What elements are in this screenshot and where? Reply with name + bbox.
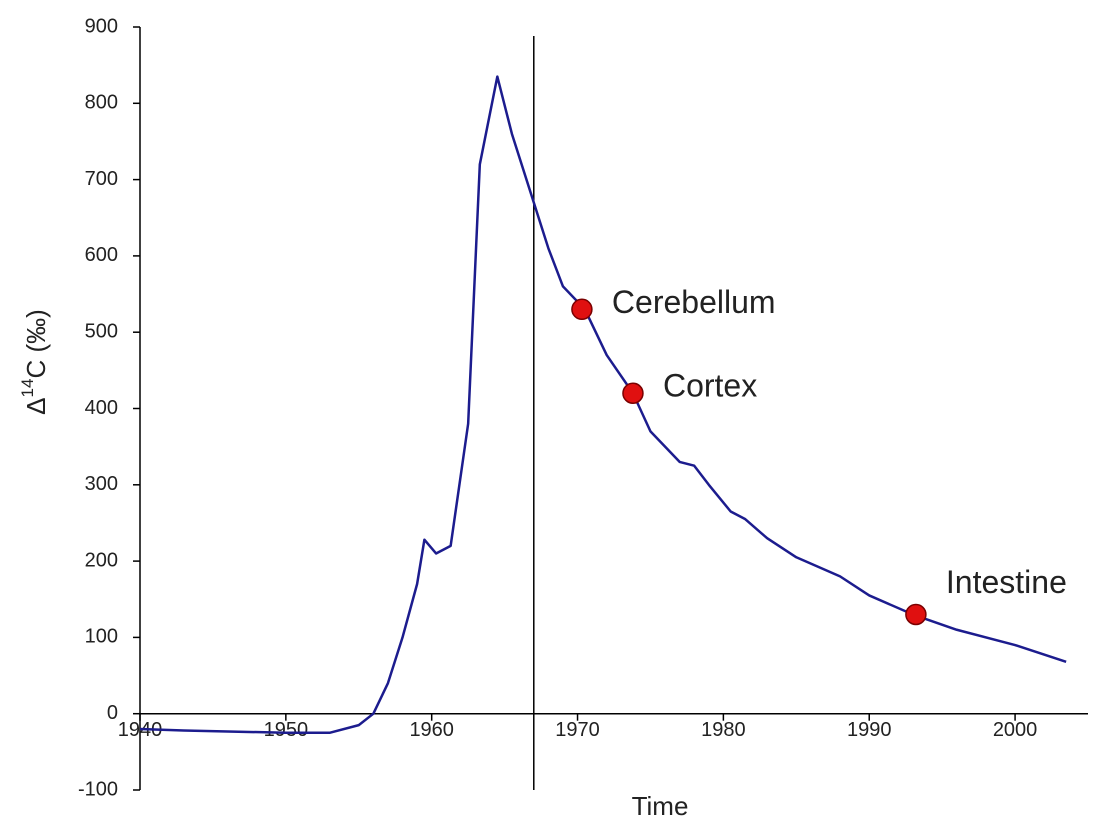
y-tick-label: 100 (85, 626, 118, 648)
x-tick-label: 1970 (555, 719, 600, 741)
y-tick-label: 400 (85, 397, 118, 419)
y-tick-label: 300 (85, 473, 118, 495)
data-line (139, 75, 1067, 735)
sample-marker (905, 603, 927, 626)
y-label-prefix: Δ (21, 397, 51, 414)
annotation: Intestine (946, 564, 1067, 600)
y-label-suffix: C (‰) (21, 309, 51, 378)
y-tick-label: 700 (85, 168, 118, 190)
annotation: Cerebellum (612, 284, 776, 320)
y-tick-label: 200 (85, 549, 118, 571)
x-tick-label: 1980 (701, 719, 746, 741)
x-tick-label: 1950 (264, 719, 309, 741)
annotation: Cortex (663, 368, 757, 404)
y-tick-label: 600 (85, 244, 118, 266)
x-tick-label: 1960 (409, 719, 454, 741)
y-tick-label: 0 (107, 702, 118, 724)
y-tick-label: 900 (85, 15, 118, 37)
y-tick-label: 800 (85, 92, 118, 114)
x-tick-label: 1990 (847, 719, 892, 741)
sample-marker (571, 298, 593, 321)
y-label-superscript: 14 (18, 379, 37, 398)
y-tick-label: -100 (78, 778, 118, 800)
y-tick-label: 500 (85, 320, 118, 342)
x-axis-label: Time (632, 791, 689, 821)
x-tick-label: 2000 (993, 719, 1038, 741)
y-axis-label: Δ14C (‰) (18, 309, 50, 415)
sample-marker (622, 382, 644, 404)
